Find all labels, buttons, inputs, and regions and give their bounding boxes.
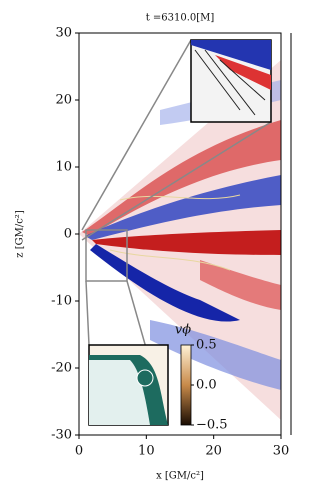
colorbar-label: vϕ — [175, 323, 191, 338]
y-axis-label: z [GM/c²] — [15, 210, 26, 258]
colorbar-tick-label: −0.5 — [196, 418, 228, 433]
colorbar-tick-label: 0.5 — [196, 338, 217, 353]
zoom-line — [81, 121, 272, 241]
zoom-line — [81, 39, 192, 231]
y-tick-label: 20 — [55, 93, 72, 108]
x-tick-label: 10 — [138, 444, 155, 459]
y-tick-label: 10 — [55, 160, 72, 175]
inset-bottom — [88, 344, 169, 426]
zoom-line — [85, 280, 90, 346]
chart-title: t =6310.0[M] — [146, 13, 215, 24]
x-tick-label: 30 — [273, 444, 290, 459]
y-tick-label: 0 — [64, 227, 72, 242]
y-tick-label: -30 — [51, 428, 72, 443]
y-tick-label: -20 — [51, 361, 72, 376]
colorbar-tick-label: 0.0 — [196, 378, 217, 393]
y-tick-label: 30 — [55, 26, 72, 41]
y-tick-label: -10 — [51, 294, 72, 309]
inset-top — [190, 39, 272, 123]
colorbar — [180, 344, 192, 426]
x-axis-label: x [GM/c²] — [156, 471, 204, 482]
x-tick-label: 0 — [75, 444, 83, 459]
chart: t =6310.0[M] vϕ x [GM/c²] z [GM/c²] 0 10 2… — [15, 13, 292, 482]
x-tick-label: 20 — [205, 444, 222, 459]
